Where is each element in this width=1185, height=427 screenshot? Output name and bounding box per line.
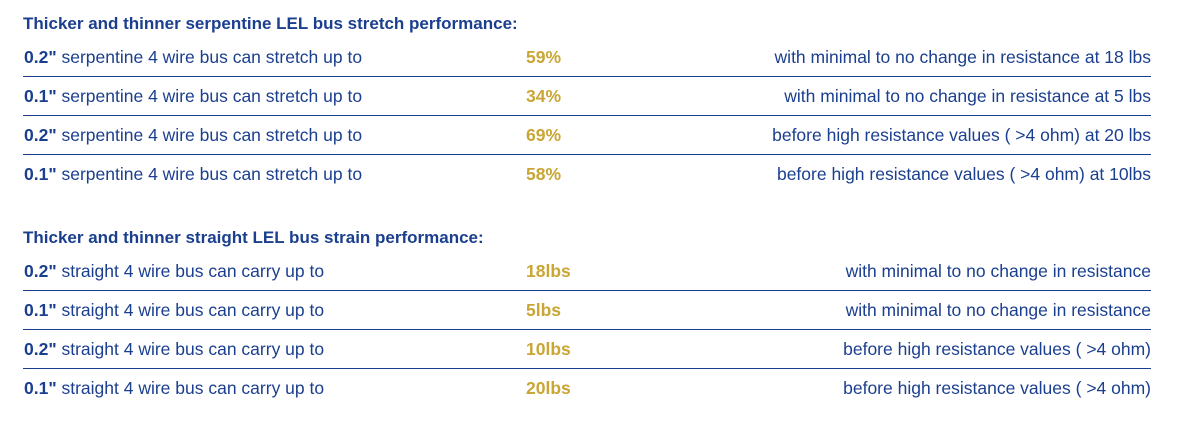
- load-capacity: 20lbs: [526, 378, 571, 398]
- strain-section-heading: Thicker and thinner straight LEL bus str…: [23, 228, 484, 247]
- resistance-note: before high resistance values ( >4 ohm): [843, 378, 1151, 398]
- bus-description: straight 4 wire bus can carry up to: [56, 339, 325, 359]
- bus-description: serpentine 4 wire bus can stretch up to: [56, 86, 363, 106]
- stretch-row: 0.1" serpentine 4 wire bus can stretch u…: [23, 77, 1151, 116]
- bus-description: serpentine 4 wire bus can stretch up to: [56, 164, 363, 184]
- bus-width: 0.2": [24, 261, 57, 281]
- resistance-note: with minimal to no change in resistance …: [774, 47, 1151, 67]
- bus-width: 0.1": [24, 86, 57, 106]
- row-description: 0.2" serpentine 4 wire bus can stretch u…: [24, 38, 362, 76]
- stretch-section-heading: Thicker and thinner serpentine LEL bus s…: [23, 14, 518, 33]
- stretch-row: 0.2" serpentine 4 wire bus can stretch u…: [23, 116, 1151, 155]
- stretch-performance-section: Thicker and thinner serpentine LEL bus s…: [23, 10, 1151, 193]
- bus-description: straight 4 wire bus can carry up to: [56, 300, 325, 320]
- strain-row: 0.2" straight 4 wire bus can carry up to…: [23, 330, 1151, 369]
- stretch-percentage: 59%: [526, 47, 562, 67]
- resistance-note: before high resistance values ( >4 ohm) …: [772, 125, 1151, 145]
- strain-row: 0.1" straight 4 wire bus can carry up to…: [23, 369, 1151, 407]
- resistance-note: with minimal to no change in resistance: [845, 300, 1151, 320]
- bus-width: 0.1": [24, 164, 57, 184]
- bus-width: 0.2": [24, 339, 57, 359]
- row-description: 0.1" straight 4 wire bus can carry up to: [24, 291, 324, 329]
- resistance-note: before high resistance values ( >4 ohm) …: [776, 164, 1151, 184]
- load-capacity: 5lbs: [526, 300, 562, 320]
- bus-width: 0.1": [24, 300, 57, 320]
- stretch-percentage: 69%: [526, 125, 562, 145]
- resistance-note: with minimal to no change in resistance: [845, 261, 1151, 281]
- row-description: 0.1" serpentine 4 wire bus can stretch u…: [24, 155, 362, 193]
- bus-description: straight 4 wire bus can carry up to: [56, 261, 325, 281]
- resistance-note: before high resistance values ( >4 ohm): [843, 339, 1151, 359]
- stretch-row: 0.1" serpentine 4 wire bus can stretch u…: [23, 155, 1151, 193]
- strain-row: 0.2" straight 4 wire bus can carry up to…: [23, 252, 1151, 291]
- row-description: 0.2" straight 4 wire bus can carry up to: [24, 330, 324, 368]
- bus-description: straight 4 wire bus can carry up to: [56, 378, 325, 398]
- stretch-percentage: 58%: [526, 164, 562, 184]
- bus-width: 0.1": [24, 378, 57, 398]
- bus-width: 0.2": [24, 47, 57, 67]
- load-capacity: 10lbs: [526, 339, 571, 359]
- row-description: 0.1" straight 4 wire bus can carry up to: [24, 369, 324, 407]
- bus-description: serpentine 4 wire bus can stretch up to: [56, 125, 363, 145]
- row-description: 0.2" serpentine 4 wire bus can stretch u…: [24, 116, 362, 154]
- strain-performance-section: Thicker and thinner straight LEL bus str…: [23, 224, 1151, 407]
- bus-description: serpentine 4 wire bus can stretch up to: [56, 47, 363, 67]
- strain-row: 0.1" straight 4 wire bus can carry up to…: [23, 291, 1151, 330]
- row-description: 0.2" straight 4 wire bus can carry up to: [24, 252, 324, 290]
- row-description: 0.1" serpentine 4 wire bus can stretch u…: [24, 77, 362, 115]
- resistance-note: with minimal to no change in resistance …: [784, 86, 1151, 106]
- stretch-percentage: 34%: [526, 86, 562, 106]
- bus-width: 0.2": [24, 125, 57, 145]
- stretch-row: 0.2" serpentine 4 wire bus can stretch u…: [23, 38, 1151, 77]
- load-capacity: 18lbs: [526, 261, 571, 281]
